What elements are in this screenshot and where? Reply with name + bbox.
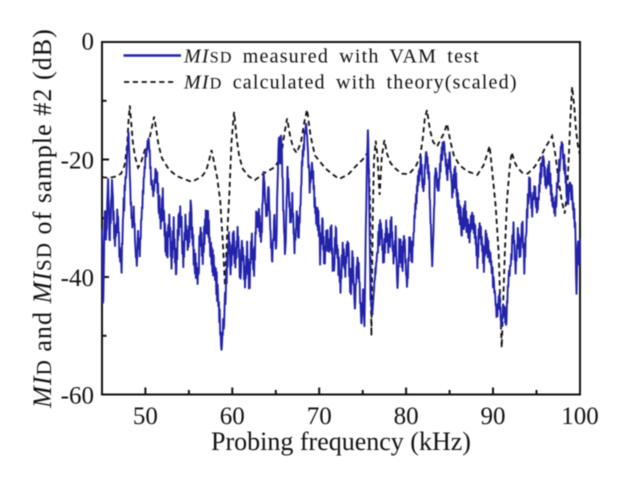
svg-text:50: 50 — [133, 403, 158, 430]
svg-text:80: 80 — [394, 403, 419, 430]
svg-text:70: 70 — [307, 403, 332, 430]
svg-text:-60: -60 — [61, 383, 94, 410]
svg-text:-20: -20 — [61, 148, 94, 175]
svg-text:Probing frequency (kHz): Probing frequency (kHz) — [211, 427, 471, 456]
svg-text:MISD measured with VAM test: MISD measured with VAM test — [183, 45, 480, 67]
svg-text:MID calculated with theory(sca: MID calculated with theory(scaled) — [183, 72, 518, 94]
svg-text:90: 90 — [481, 403, 506, 430]
svg-text:MID and MISD of sample #2 (dB): MID and MISD of sample #2 (dB) — [28, 28, 57, 409]
svg-text:0: 0 — [82, 29, 95, 56]
svg-text:100: 100 — [561, 403, 599, 430]
svg-text:60: 60 — [220, 403, 245, 430]
svg-text:-40: -40 — [61, 265, 94, 292]
